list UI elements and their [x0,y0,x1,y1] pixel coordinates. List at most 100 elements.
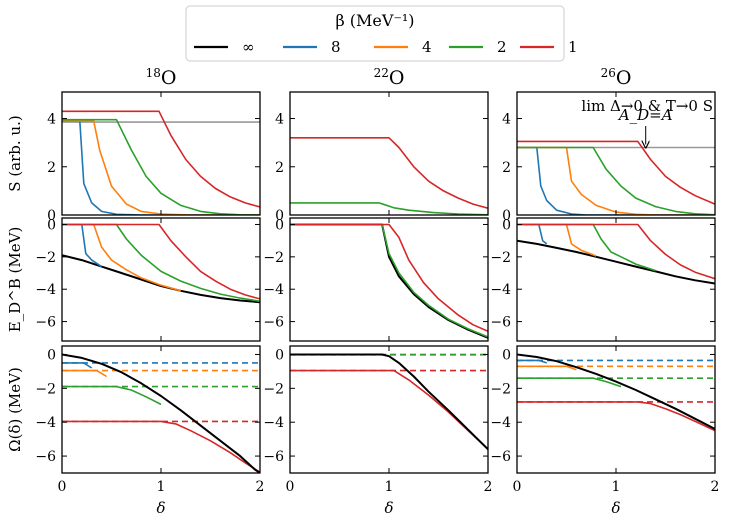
series-line-1 [517,223,715,280]
ytick-label: −6 [35,449,56,465]
series-line-- [62,353,260,473]
series-line-2 [290,202,488,215]
ytick-label: −2 [35,381,56,397]
series-line-1 [517,401,715,432]
xtick-label: 1 [385,479,394,495]
ytick-label: 4 [275,112,284,128]
panel-frame [516,345,716,474]
xtick-label: 2 [484,479,493,495]
series-line-2 [517,223,656,272]
legend-entry: 2 [449,38,507,56]
xtick-label: 0 [286,479,295,495]
legend-label: 2 [497,38,507,56]
legend-entries: ∞ 8 4 2 1 [194,38,578,56]
panel-frame [61,217,261,342]
column-title-element: O [161,67,177,89]
series-line-8 [62,362,93,369]
series-line-2 [62,118,260,215]
ytick-label: −4 [490,415,511,431]
series-line-1 [62,223,260,300]
legend-title: β (MeV⁻¹) [335,11,414,30]
panel-r0-c1: 0 2 4 [275,91,489,224]
ytick-label: −6 [263,315,284,331]
ytick-label: 0 [47,208,56,224]
ytick-label: 2 [47,160,56,176]
panel-series [290,223,488,339]
column-title-element: O [616,67,632,89]
series-line-2 [517,377,622,388]
ytick-label: 0 [47,347,56,363]
annotation-label: lim Δ→0 & T→0 S [581,97,713,115]
xtick-label: 0 [58,479,67,495]
series-line-1 [290,137,488,209]
row-ylabel: Ω(δ) (MeV) [6,367,24,452]
column-title: 26O [601,66,632,89]
ytick-label: 4 [502,112,511,128]
ytick-label: −6 [490,449,511,465]
series-line-- [290,223,488,339]
panel-frame [289,217,489,342]
row-ylabel: E_D^B (MeV) [6,227,24,333]
panel-r2-c0: 0−2−4−60 1 2 [35,345,264,495]
xtick-label: 1 [157,479,166,495]
series-line-4 [62,369,108,378]
panel-frame [289,345,489,474]
ytick-label: −4 [490,282,511,298]
ytick-label: 0 [275,347,284,363]
ytick-label: 0 [502,208,511,224]
legend-label: 1 [568,38,578,56]
panel-r2-c2: 0−2−4−60 1 2 [490,345,720,495]
ytick-label: −2 [35,250,56,266]
legend-entry: 4 [374,38,432,56]
xtick-label: 2 [711,479,720,495]
panel-series [517,223,715,285]
x-axis-label: δ [156,499,165,517]
row-ylabel: S (arb. u.) [6,115,24,191]
x-axis-label: δ [384,499,393,517]
xtick-label: 1 [612,479,621,495]
series-line-2 [290,223,488,338]
xtick-label: 0 [513,479,522,495]
x-axis-label: δ [611,499,620,517]
legend-label: 4 [422,38,432,56]
series-line-2 [62,223,260,303]
series-line-- [62,254,260,304]
ytick-label: −4 [35,415,56,431]
ytick-label: 2 [275,160,284,176]
column-title-mass: 22 [374,66,389,80]
series-line-8 [62,120,260,215]
ytick-label: −6 [490,315,511,331]
panel-frame [516,217,716,342]
panel-frame [289,91,489,216]
series-line-4 [517,223,597,257]
legend-entry: ∞ [194,38,255,56]
ytick-label: −4 [263,282,284,298]
ytick-label: 0 [502,217,511,233]
column-title: 18O [146,66,177,89]
series-line-1 [290,223,488,333]
ytick-label: −2 [263,250,284,266]
panel-series [290,137,488,215]
panel-frame [61,345,261,474]
series-line-4 [62,223,182,292]
ytick-label: 0 [275,208,284,224]
panel-series [62,110,260,215]
panel-series [517,353,715,432]
series-line-1 [290,369,488,450]
series-line-1 [62,420,260,473]
ytick-label: 0 [275,217,284,233]
series-line-- [517,353,715,430]
legend-label: ∞ [242,38,255,56]
series-line-1 [517,140,715,205]
panel-series [517,140,715,215]
column-title-mass: 18 [146,66,161,80]
panel-r1-c1: 0 −2 −4 −6 [263,217,489,342]
panel-r0-c2: 0 2 4 lim Δ→0 & T→0 SA_D=A [502,91,716,224]
column-titles: 18O 22O 26O [146,66,632,89]
row-labels: S (arb. u.) E_D^B (MeV) Ω(δ) (MeV) [6,115,24,452]
ytick-label: 4 [47,112,56,128]
ytick-label: −6 [35,315,56,331]
ytick-label: −2 [263,381,284,397]
